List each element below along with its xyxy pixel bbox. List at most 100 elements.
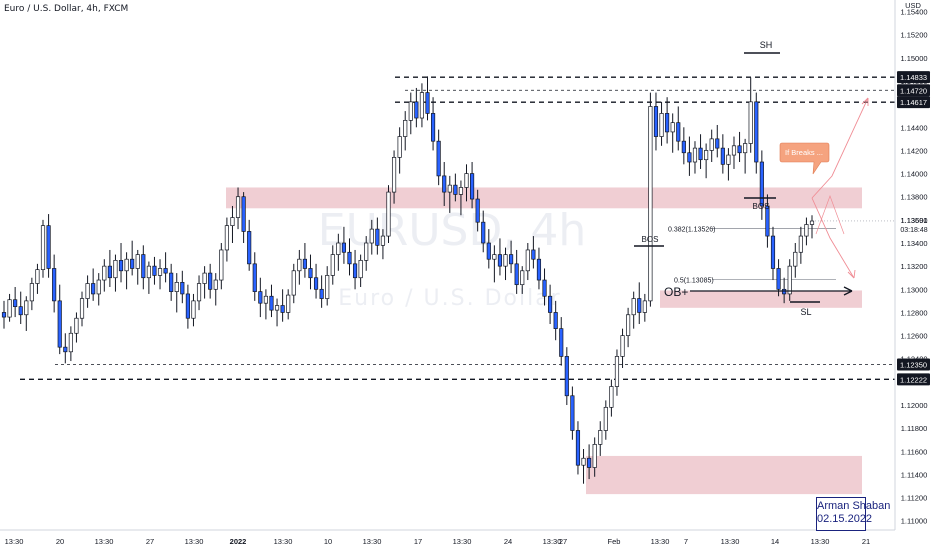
candle xyxy=(809,215,815,239)
candle xyxy=(403,111,408,151)
candle xyxy=(63,333,68,364)
candle xyxy=(676,106,681,151)
candle xyxy=(765,194,770,248)
candle xyxy=(659,101,664,146)
candle-body xyxy=(325,275,330,299)
candle xyxy=(29,277,34,311)
candle-body xyxy=(141,254,146,279)
candle-body xyxy=(18,306,23,316)
candle xyxy=(202,266,207,299)
candle xyxy=(358,254,363,287)
candle-body xyxy=(442,175,447,193)
candle xyxy=(152,256,157,285)
candle xyxy=(570,386,575,440)
price-tag-bg xyxy=(897,373,930,386)
candle-body xyxy=(425,92,430,114)
candle-body xyxy=(13,299,18,308)
candle-body xyxy=(470,173,475,200)
time-tick: 13:30 xyxy=(721,537,740,546)
candle xyxy=(514,249,519,294)
candle xyxy=(13,286,18,318)
candle-body xyxy=(765,205,770,237)
candle xyxy=(731,136,737,169)
candle-body xyxy=(40,225,46,270)
price-tick: 1.12600 xyxy=(900,332,927,341)
candle xyxy=(720,134,725,174)
time-tick: 20 xyxy=(56,537,64,546)
candle xyxy=(347,238,352,276)
candle-body xyxy=(230,217,235,227)
candle-body xyxy=(793,251,798,267)
candle xyxy=(804,217,809,246)
price-axis[interactable]: USD1.154001.152001.150001.148001.146001.… xyxy=(894,0,932,550)
candle xyxy=(68,326,73,362)
candle-body xyxy=(180,282,185,295)
candle-body xyxy=(804,224,809,237)
price-tick: 1.15200 xyxy=(900,31,927,40)
price-tick: 1.13800 xyxy=(900,193,927,202)
candle-body xyxy=(375,228,380,246)
candle-body xyxy=(52,268,57,302)
price-tick: 1.14200 xyxy=(900,146,927,155)
candle xyxy=(548,284,553,325)
candle-body xyxy=(458,187,464,195)
candle-body xyxy=(809,220,815,225)
current-price-label: 1.13591 xyxy=(900,216,927,225)
candle-body xyxy=(798,235,803,253)
candle-body xyxy=(68,332,73,353)
candle-body xyxy=(91,283,96,295)
candle-body xyxy=(665,113,670,133)
candle-body xyxy=(185,293,190,319)
candle xyxy=(486,229,491,269)
candle-body xyxy=(219,249,224,281)
time-tick: 10 xyxy=(324,537,332,546)
candle xyxy=(536,247,542,290)
scenario-up xyxy=(811,97,869,199)
candle-body xyxy=(286,294,291,313)
candle-body xyxy=(79,298,85,319)
candle-body xyxy=(430,113,436,142)
candle-body xyxy=(1,312,7,318)
candle-body xyxy=(419,92,425,119)
candle xyxy=(520,266,525,294)
candle-body xyxy=(247,231,252,265)
candle xyxy=(40,219,46,278)
candle-body xyxy=(509,254,514,265)
candle xyxy=(375,217,380,255)
candle-body xyxy=(670,122,675,133)
candle xyxy=(163,252,168,283)
candle xyxy=(302,243,307,278)
price-tick: 1.13000 xyxy=(900,285,927,294)
candle xyxy=(698,134,703,169)
candle xyxy=(692,141,698,174)
time-axis[interactable]: 13:30 20 13:30 27 13:30 2022 13:30 10 13:30 17 13:… xyxy=(0,529,932,550)
candle xyxy=(414,87,419,128)
candle xyxy=(135,249,140,285)
candle-body xyxy=(698,147,703,161)
candle xyxy=(352,249,358,290)
candle xyxy=(447,175,452,213)
candle-body xyxy=(787,265,792,295)
candles-layer xyxy=(1,76,815,484)
candle-body xyxy=(687,152,692,163)
candle xyxy=(24,296,29,331)
price-tick: 1.11800 xyxy=(901,424,928,433)
candle xyxy=(252,252,257,301)
price-tick: 1.11200 xyxy=(901,494,928,503)
candle-body xyxy=(754,101,759,163)
candle-body xyxy=(464,173,469,188)
candle-body xyxy=(642,300,647,313)
candle xyxy=(592,437,597,477)
candle-body xyxy=(609,386,614,408)
candle-body xyxy=(659,113,664,137)
candle-body xyxy=(224,225,229,251)
candle xyxy=(559,317,564,366)
candle-body xyxy=(397,136,402,158)
candle xyxy=(430,97,436,151)
candle-body xyxy=(653,106,659,137)
candle-body xyxy=(35,269,40,284)
candle xyxy=(364,236,369,271)
candle-body xyxy=(514,263,519,286)
candle-body xyxy=(208,272,213,290)
